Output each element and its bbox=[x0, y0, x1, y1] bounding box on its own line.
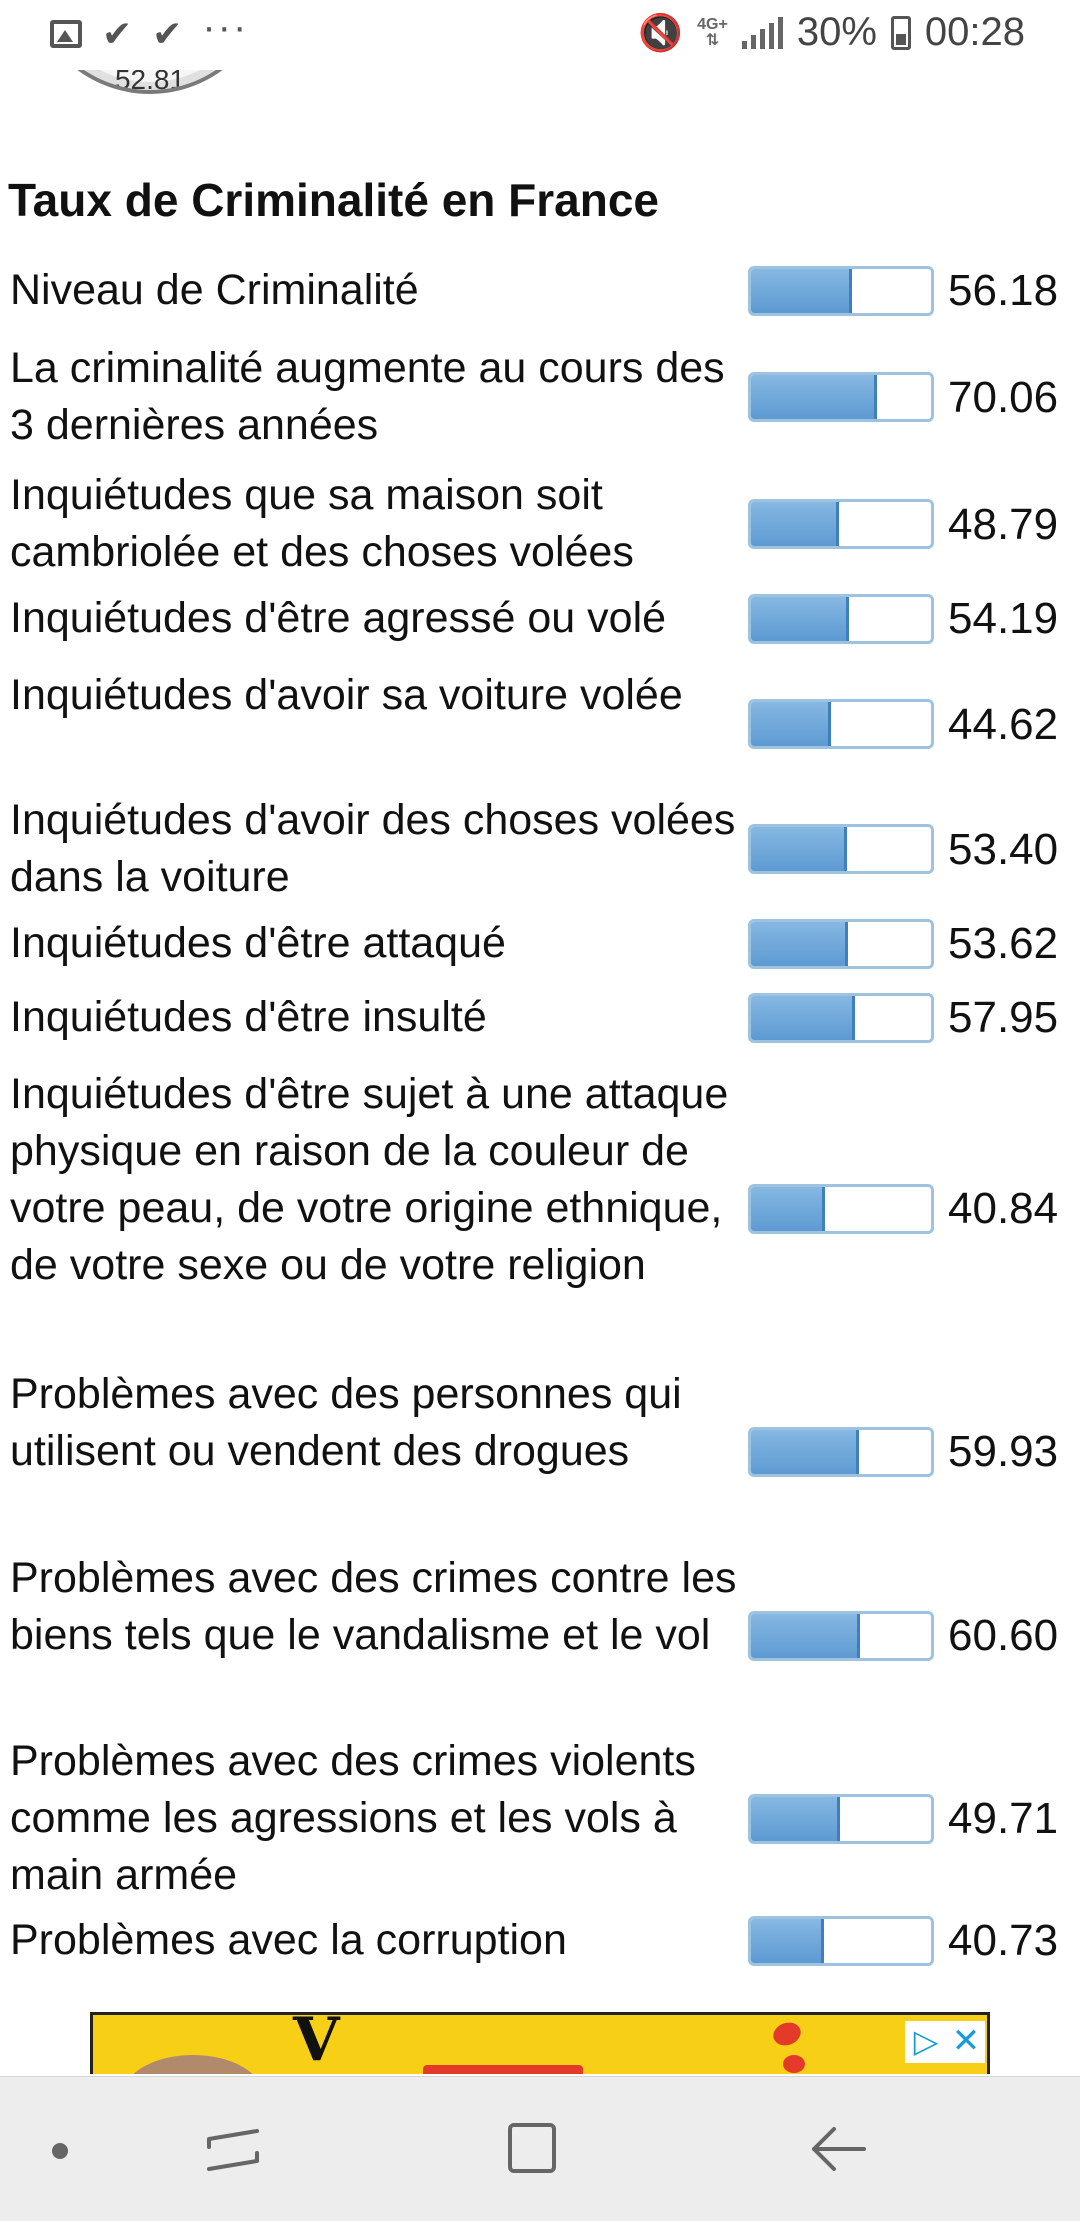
row-value: 54.19 bbox=[948, 594, 1059, 643]
row-label: Inquiétudes d'être attaqué bbox=[10, 919, 506, 967]
progress-bar bbox=[748, 1794, 934, 1844]
status-bar: ✔ ✔ ··· 🔇 4G+ ⇅ 30% 00:28 bbox=[0, 0, 1080, 70]
row-value: 60.60 bbox=[948, 1611, 1059, 1660]
progress-bar-fill bbox=[751, 269, 853, 313]
notification-icons: ✔ ✔ ··· bbox=[50, 7, 248, 54]
row-value: 53.40 bbox=[948, 825, 1059, 874]
progress-bar-fill bbox=[751, 702, 832, 746]
progress-bar bbox=[748, 594, 934, 644]
row-value: 56.18 bbox=[948, 266, 1059, 315]
image-icon bbox=[50, 20, 82, 48]
progress-bar bbox=[748, 919, 934, 969]
ad-graphic bbox=[783, 2055, 805, 2073]
progress-bar bbox=[748, 993, 934, 1043]
progress-bar-fill bbox=[751, 996, 856, 1040]
recent-apps-icon[interactable] bbox=[205, 2125, 261, 2175]
row-value: 44.62 bbox=[948, 700, 1059, 749]
progress-bar bbox=[748, 1184, 934, 1234]
progress-bar bbox=[748, 824, 934, 874]
close-icon[interactable]: ✕ bbox=[947, 2021, 985, 2063]
ad-image bbox=[123, 2055, 263, 2074]
row-value: 48.79 bbox=[948, 500, 1059, 549]
more-dots-icon: ··· bbox=[202, 5, 249, 49]
home-icon[interactable] bbox=[508, 2123, 556, 2173]
system-icons: 🔇 4G+ ⇅ 30% 00:28 bbox=[638, 10, 1025, 55]
ad-choices-icon[interactable]: ▷ bbox=[905, 2021, 947, 2063]
progress-bar-fill bbox=[751, 375, 878, 419]
progress-bar-fill bbox=[751, 502, 839, 546]
network-icon: 4G+ ⇅ bbox=[697, 15, 728, 49]
row-value: 57.95 bbox=[948, 993, 1059, 1042]
section-title: Taux de Criminalité en France bbox=[8, 174, 660, 226]
row-value: 49.71 bbox=[948, 1794, 1059, 1843]
progress-bar bbox=[748, 372, 934, 422]
progress-bar bbox=[748, 266, 934, 316]
row-value: 53.62 bbox=[948, 919, 1059, 968]
row-value: 70.06 bbox=[948, 373, 1059, 422]
row-value: 59.93 bbox=[948, 1427, 1059, 1476]
row-label: Inquiétudes d'être agressé ou volé bbox=[10, 594, 667, 642]
signal-icon bbox=[741, 16, 783, 49]
check-icon: ✔ bbox=[152, 13, 183, 54]
row-label: Inquiétudes d'être sujet à une attaque p… bbox=[10, 1070, 729, 1289]
row-label: Problèmes avec la corruption bbox=[10, 1916, 567, 1964]
row-value: 40.84 bbox=[948, 1184, 1059, 1233]
progress-bar bbox=[748, 1916, 934, 1966]
progress-bar bbox=[748, 1427, 934, 1477]
row-label: Inquiétudes d'avoir sa voiture volée bbox=[10, 671, 683, 719]
progress-bar bbox=[748, 499, 934, 549]
dot-icon[interactable] bbox=[52, 2143, 68, 2159]
clock: 00:28 bbox=[924, 10, 1025, 54]
progress-bar-fill bbox=[751, 1919, 825, 1963]
navigation-bar bbox=[0, 2076, 1080, 2221]
progress-bar-fill bbox=[751, 827, 848, 871]
progress-bar-fill bbox=[751, 597, 849, 641]
progress-bar-fill bbox=[751, 922, 848, 966]
progress-bar-fill bbox=[751, 1430, 859, 1474]
row-label: Inquiétudes d'avoir des choses volées da… bbox=[10, 796, 736, 901]
check-icon: ✔ bbox=[102, 13, 133, 54]
progress-bar bbox=[748, 699, 934, 749]
progress-bar-fill bbox=[751, 1187, 825, 1231]
ad-banner[interactable]: V ▷ ✕ bbox=[90, 2012, 990, 2074]
row-label: Problèmes avec des crimes contre les bie… bbox=[10, 1554, 737, 1659]
progress-bar bbox=[748, 1611, 934, 1661]
battery-icon bbox=[890, 15, 911, 50]
ad-graphic bbox=[423, 2065, 583, 2074]
row-label: Niveau de Criminalité bbox=[10, 266, 419, 314]
ad-graphic bbox=[770, 2018, 804, 2050]
row-label: Inquiétudes que sa maison soit cambriolé… bbox=[10, 471, 634, 576]
row-value: 40.73 bbox=[948, 1916, 1059, 1965]
ad-logo: V bbox=[293, 2012, 340, 2074]
mute-icon: 🔇 bbox=[638, 11, 684, 53]
row-label: Problèmes avec des crimes violents comme… bbox=[10, 1737, 696, 1899]
progress-bar-fill bbox=[751, 1614, 861, 1658]
row-label: Inquiétudes d'être insulté bbox=[10, 993, 487, 1041]
battery-percent: 30% bbox=[796, 10, 877, 54]
row-label: Problèmes avec des personnes qui utilise… bbox=[10, 1370, 682, 1475]
row-label: La criminalité augmente au cours des 3 d… bbox=[10, 344, 725, 449]
progress-bar-fill bbox=[751, 1797, 841, 1841]
back-icon[interactable] bbox=[808, 2119, 868, 2179]
